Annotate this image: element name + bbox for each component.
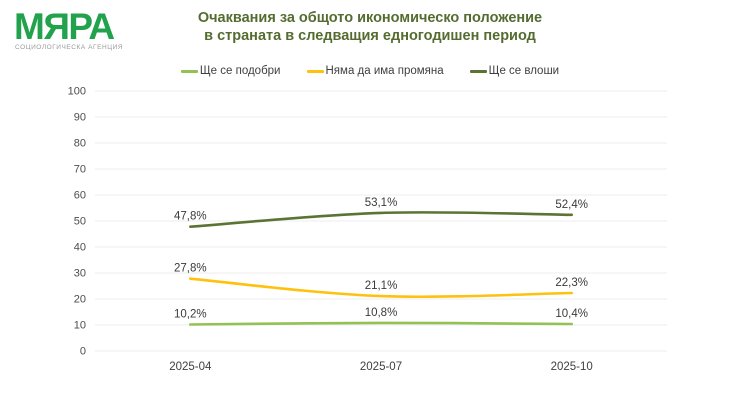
chart-legend: Ще се подобри Няма да има промяна Ще се вл… [0,63,740,79]
data-label: 21,1% [365,280,398,292]
data-label: 53,1% [365,197,398,209]
y-axis-tick-label: 80 [74,138,86,150]
y-axis-tick-label: 60 [74,190,86,202]
data-label: 10,8% [365,307,398,319]
legend-dash-icon [469,69,487,73]
line-chart: 0 10 20 30 40 50 60 70 80 90 100 2025-04 2025-07 2025… [68,86,667,373]
legend-label: Ще се подобри [199,65,281,77]
chart-title: Очаквания за общото икономическо положен… [0,9,740,45]
data-label: 22,3% [555,277,588,289]
data-label: 27,8% [174,263,207,275]
legend-dash-icon [306,69,324,73]
chart-title-line2: в страната в следващия едногодишен перио… [204,28,536,44]
legend-label: Ще се влоши [488,65,560,77]
legend-item: Ще се подобри [180,65,281,77]
y-axis-tick-label: 40 [74,242,86,254]
legend-item: Ще се влоши [469,65,560,77]
y-axis-tick-label: 100 [68,86,86,98]
legend-dash-icon [180,69,198,73]
x-axis-tick-label: 2025-10 [551,361,593,373]
logo-wordmark: МЯРА [14,6,115,47]
y-axis-tick-label: 20 [74,294,86,306]
series-line-Ще се подобри [189,321,573,326]
legend-item: Няма да има промяна [306,65,444,77]
data-label: 10,4% [555,308,588,320]
y-axis-tick-label: 10 [74,320,86,332]
y-axis-tick-label: 90 [74,112,86,124]
series-line-Ще се влоши [189,210,573,228]
x-axis-tick-label: 2025-07 [360,361,402,373]
data-label: 47,8% [174,211,207,223]
y-axis-tick-label: 0 [80,346,86,358]
y-axis-tick-label: 70 [74,164,86,176]
logo-subtitle: СОЦИОЛОГИЧЕСКА АГЕНЦИЯ [15,44,124,51]
data-label: 10,2% [174,309,207,321]
legend-label: Няма да има промяна [325,65,444,77]
myara-logo: МЯРА СОЦИОЛОГИЧЕСКА АГЕНЦИЯ [14,6,124,51]
y-axis-tick-label: 50 [74,216,86,228]
chart-title-line1: Очаквания за общото икономическо положен… [197,10,543,26]
x-axis-tick-label: 2025-04 [169,361,212,373]
y-axis-tick-label: 30 [74,268,86,280]
data-label: 52,4% [555,199,588,211]
series-line-Няма да има промяна [189,277,573,299]
